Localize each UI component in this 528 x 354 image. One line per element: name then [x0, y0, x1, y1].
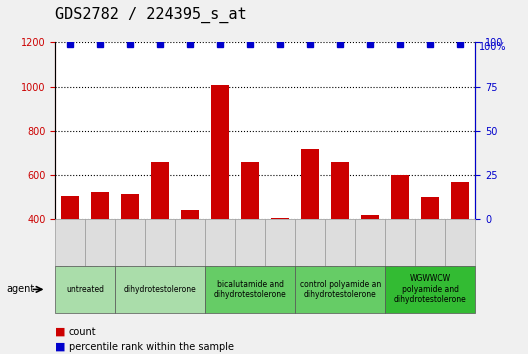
Text: control polyamide an
dihydrotestolerone: control polyamide an dihydrotestolerone	[300, 280, 381, 299]
Bar	[61, 196, 79, 308]
Bar	[271, 218, 289, 308]
Bar	[331, 162, 350, 308]
Text: untreated: untreated	[67, 285, 105, 294]
Text: GDS2782 / 224395_s_at: GDS2782 / 224395_s_at	[55, 7, 247, 23]
Bar	[91, 192, 109, 308]
Bar	[182, 210, 200, 308]
Bar	[121, 194, 139, 308]
Bar	[421, 198, 439, 308]
Text: ■: ■	[55, 327, 66, 337]
Text: WGWWCW
polyamide and
dihydrotestolerone: WGWWCW polyamide and dihydrotestolerone	[394, 274, 467, 304]
Text: 100%: 100%	[479, 42, 506, 52]
Bar	[241, 162, 259, 308]
Text: ■: ■	[55, 342, 66, 352]
Text: percentile rank within the sample: percentile rank within the sample	[69, 342, 233, 352]
Bar	[451, 182, 469, 308]
Bar	[361, 215, 379, 308]
Text: count: count	[69, 327, 96, 337]
Text: agent: agent	[6, 284, 35, 295]
Text: bicalutamide and
dihydrotestolerone: bicalutamide and dihydrotestolerone	[214, 280, 287, 299]
Bar	[152, 162, 169, 308]
Bar	[301, 149, 319, 308]
Bar	[211, 85, 229, 308]
Bar	[391, 175, 409, 308]
Text: dihydrotestolerone: dihydrotestolerone	[124, 285, 197, 294]
